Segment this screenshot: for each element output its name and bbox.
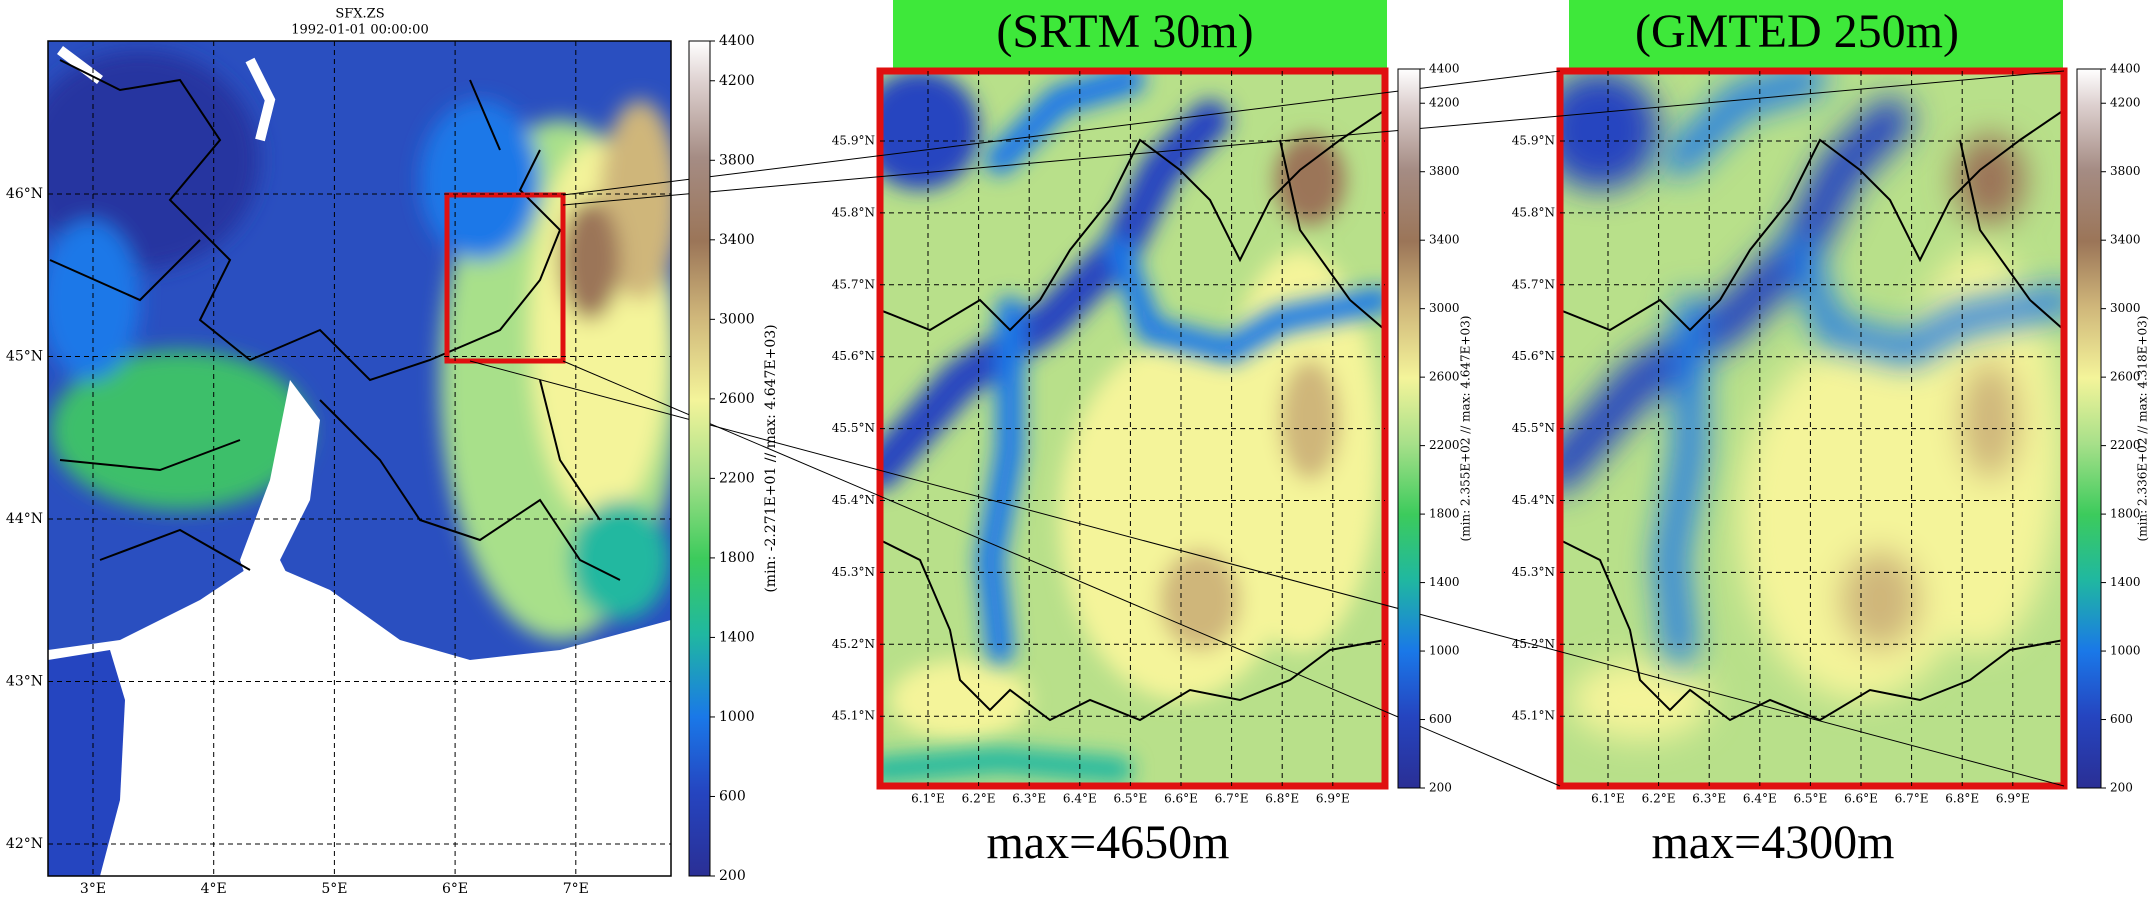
panel-heading: (SRTM 30m) xyxy=(996,5,1253,58)
lon-tick-label: 6.4°E xyxy=(1063,792,1097,806)
colorbar-tick-label: 3000 xyxy=(2110,301,2141,315)
lon-tick-label: 6.8°E xyxy=(1945,792,1979,806)
lat-tick-label: 45.6°N xyxy=(1512,349,1555,363)
lon-tick-label: 6.5°E xyxy=(1113,792,1147,806)
colorbar-tick-label: 2200 xyxy=(1429,438,1460,452)
colorbar-label: (min: -2.271E+01 // max: 4.647E+03) xyxy=(763,324,779,592)
lon-tick-label: 6.3°E xyxy=(1012,792,1046,806)
lat-tick-label: 45.7°N xyxy=(1512,277,1555,291)
colorbar-tick-label: 1800 xyxy=(1429,507,1460,521)
colorbar-label: (min: 2.355E+02 // max: 4.647E+03) xyxy=(1459,316,1473,542)
lon-tick-label: 6.2°E xyxy=(1642,792,1676,806)
colorbar-tick-label: 3800 xyxy=(2110,164,2141,178)
lat-tick-label: 45.8°N xyxy=(1512,205,1555,219)
lat-tick-label: 45.6°N xyxy=(832,349,875,363)
lat-tick-label: 45.8°N xyxy=(832,205,875,219)
lat-tick-label: 45.3°N xyxy=(1512,565,1555,579)
lat-tick-label: 45.1°N xyxy=(832,709,875,723)
lon-tick-label: 4°E xyxy=(201,881,227,897)
colorbar-tick-label: 4200 xyxy=(1429,96,1460,110)
colorbar-tick-label: 600 xyxy=(719,788,746,804)
colorbar-tick-label: 4400 xyxy=(1429,62,1460,76)
colorbar-tick-label: 1000 xyxy=(2110,644,2141,658)
lon-tick-label: 6.1°E xyxy=(1591,792,1625,806)
lat-tick-label: 45.2°N xyxy=(1512,637,1555,651)
terrain-map xyxy=(1540,70,2064,786)
colorbar-tick-label: 600 xyxy=(1429,712,1452,726)
lon-tick-label: 3°E xyxy=(80,881,106,897)
colorbar-tick-label: 1800 xyxy=(719,550,755,566)
colorbar-tick-label: 1400 xyxy=(2110,575,2141,589)
colorbar xyxy=(2077,69,2101,788)
colorbar-tick-label: 1400 xyxy=(719,629,755,645)
lat-tick-label: 43°N xyxy=(6,674,43,690)
colorbar-tick-label: 2200 xyxy=(719,470,755,486)
colorbar-tick-label: 3400 xyxy=(719,232,755,248)
colorbar-tick-label: 3800 xyxy=(719,152,755,168)
lat-tick-label: 45.1°N xyxy=(1512,709,1555,723)
lon-tick-label: 6°E xyxy=(442,881,468,897)
colorbar-tick-label: 200 xyxy=(1429,781,1452,795)
colorbar-tick-label: 3000 xyxy=(719,311,755,327)
lon-tick-label: 6.4°E xyxy=(1743,792,1777,806)
colorbar-tick-label: 3800 xyxy=(1429,164,1460,178)
lon-tick-label: 6.2°E xyxy=(962,792,996,806)
colorbar-tick-label: 1400 xyxy=(1429,575,1460,589)
lat-tick-label: 45.9°N xyxy=(832,134,875,148)
terrain-map xyxy=(860,70,1385,786)
lat-tick-label: 45.4°N xyxy=(832,493,875,507)
lat-tick-label: 45.4°N xyxy=(1512,493,1555,507)
lon-tick-label: 6.6°E xyxy=(1164,792,1198,806)
panel-subtitle: 1992-01-01 00:00:00 xyxy=(291,23,428,38)
colorbar-tick-label: 4200 xyxy=(2110,96,2141,110)
colorbar-tick-label: 2600 xyxy=(1429,370,1460,384)
lat-tick-label: 45.9°N xyxy=(1512,134,1555,148)
colorbar-tick-label: 1000 xyxy=(1429,644,1460,658)
lon-tick-label: 6.9°E xyxy=(1996,792,2030,806)
lon-tick-label: 6.9°E xyxy=(1316,792,1350,806)
panel-caption: max=4300m xyxy=(1651,816,1894,869)
lat-tick-label: 44°N xyxy=(6,511,43,527)
colorbar xyxy=(689,41,710,876)
lon-tick-label: 6.7°E xyxy=(1895,792,1929,806)
colorbar-tick-label: 3400 xyxy=(1429,233,1460,247)
lat-tick-label: 45.3°N xyxy=(832,565,875,579)
colorbar-label: (min: 2.336E+02 // max: 4.318E+03) xyxy=(2136,316,2150,542)
colorbar-tick-label: 4200 xyxy=(719,73,755,89)
colorbar-tick-label: 200 xyxy=(2110,781,2133,795)
panel-title: SFX.ZS xyxy=(335,7,384,22)
lat-tick-label: 42°N xyxy=(6,836,43,852)
panel-caption: max=4650m xyxy=(986,816,1229,869)
lat-tick-label: 46°N xyxy=(6,186,43,202)
lon-tick-label: 7°E xyxy=(563,881,589,897)
colorbar-tick-label: 4400 xyxy=(2110,62,2141,76)
lat-tick-label: 45.5°N xyxy=(832,421,875,435)
lat-tick-label: 45.7°N xyxy=(832,277,875,291)
lon-tick-label: 5°E xyxy=(321,881,347,897)
colorbar-tick-label: 200 xyxy=(719,868,746,884)
lon-tick-label: 6.6°E xyxy=(1844,792,1878,806)
figure: SFX.ZS 1992-01-01 00:00:00 (SRTM 30m) (G… xyxy=(0,0,2152,898)
lat-tick-label: 45°N xyxy=(6,349,43,365)
colorbar-tick-label: 600 xyxy=(2110,712,2133,726)
lon-tick-label: 6.8°E xyxy=(1265,792,1299,806)
colorbar-tick-label: 3000 xyxy=(1429,301,1460,315)
lon-tick-label: 6.5°E xyxy=(1793,792,1827,806)
lat-tick-label: 45.5°N xyxy=(1512,421,1555,435)
panel-heading: (GMTED 250m) xyxy=(1635,5,1959,58)
lon-tick-label: 6.1°E xyxy=(911,792,945,806)
lon-tick-label: 6.7°E xyxy=(1215,792,1249,806)
colorbar-tick-label: 2600 xyxy=(719,391,755,407)
colorbar-tick-label: 1000 xyxy=(719,709,755,725)
lon-tick-label: 6.3°E xyxy=(1692,792,1726,806)
colorbar xyxy=(1398,69,1420,788)
lat-tick-label: 45.2°N xyxy=(832,637,875,651)
colorbar-tick-label: 4400 xyxy=(719,33,755,49)
terrain-map xyxy=(20,41,680,876)
colorbar-tick-label: 3400 xyxy=(2110,233,2141,247)
